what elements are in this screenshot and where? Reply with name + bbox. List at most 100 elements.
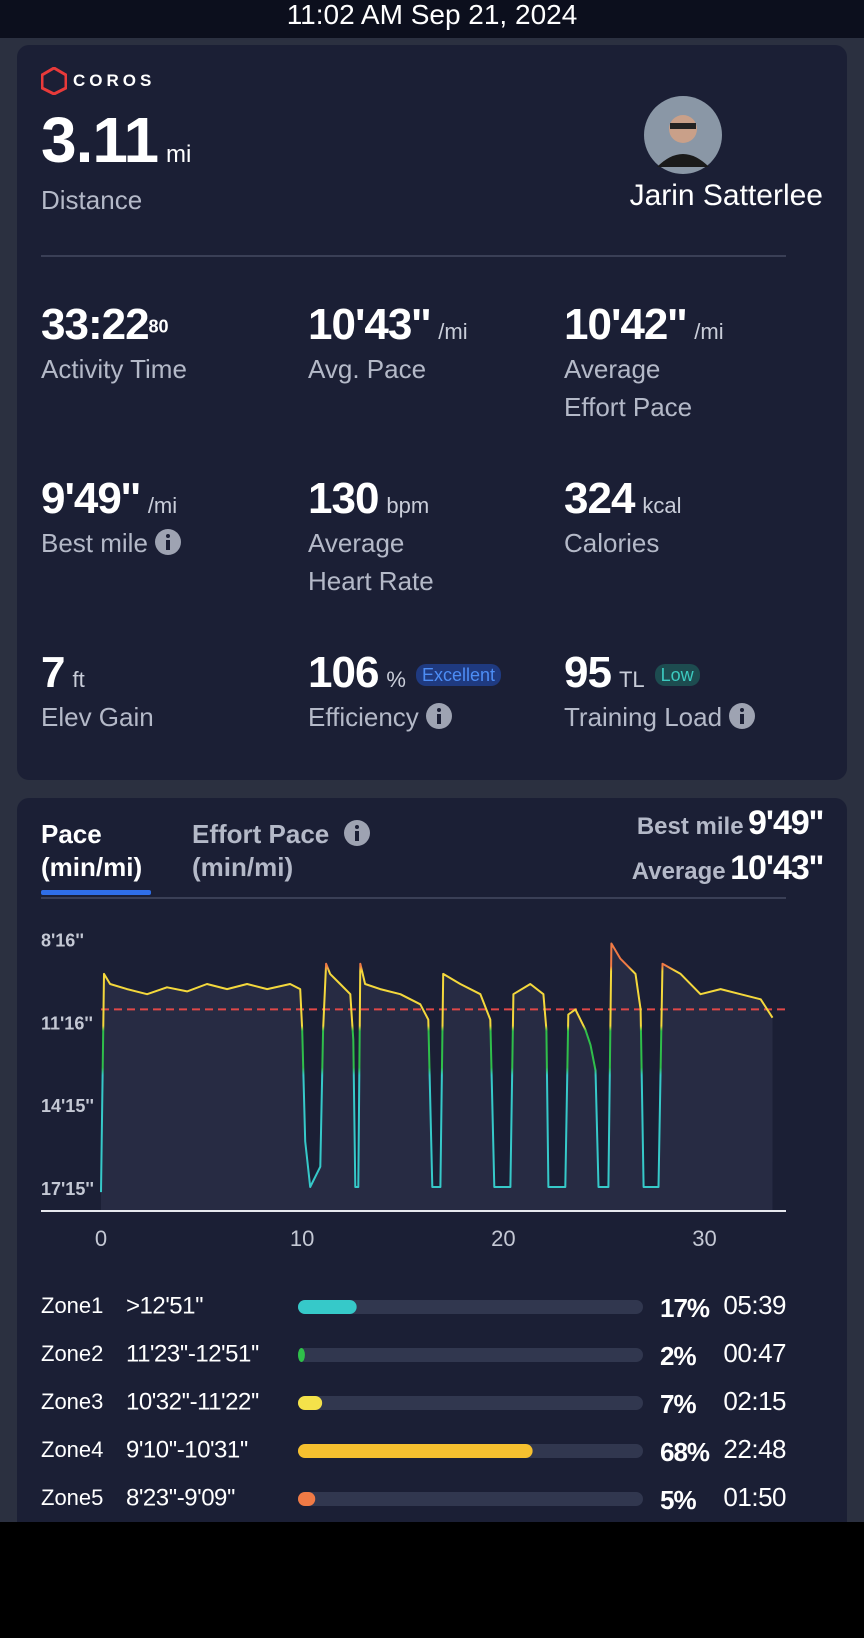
pace-line: [100, 942, 774, 1193]
zone-bar: [298, 1348, 305, 1362]
zone-name: Zone3: [41, 1389, 103, 1414]
stat-unit: bpm: [386, 493, 430, 518]
stat: 33:2280 Activity Time: [41, 300, 187, 388]
stat-unit: ft: [72, 667, 85, 692]
zone-bar: [298, 1396, 323, 1410]
stat-unit: /mi: [147, 493, 178, 518]
brand-logo: [41, 67, 67, 95]
zone-range: 10'32''-11'22'': [126, 1388, 259, 1415]
zone-name: Zone4: [41, 1437, 103, 1462]
x-tick-label: 10: [290, 1226, 314, 1251]
stat: 95 TL Low Training Load: [564, 648, 756, 736]
stat-label: Training Load: [564, 702, 723, 732]
zone-percent: 5%: [660, 1485, 696, 1515]
y-tick-label: 11'16'': [41, 1013, 93, 1033]
distance: 3.11 mi: [41, 103, 191, 177]
avg-value: 10'43'': [730, 849, 824, 887]
stat-value: 10'42'': [564, 300, 687, 349]
zone-time: 05:39: [723, 1290, 786, 1320]
avg-label: Average: [631, 858, 726, 885]
distance-unit: mi: [166, 141, 192, 168]
stat: 106% Excellent Efficiency: [308, 648, 502, 736]
avatar: [644, 96, 722, 174]
best-label: Best mile: [636, 813, 744, 840]
stat-value: 9'49'': [41, 474, 141, 523]
stat-label: Calories: [564, 528, 660, 558]
pace-summary: Best mile 9'49'' Average 10'43'': [631, 804, 824, 888]
stat-value: 7: [41, 648, 66, 697]
stat-unit: TL: [618, 667, 645, 692]
zone-track: [298, 1492, 643, 1506]
stat-value: 106: [308, 648, 379, 697]
stat-badge: Excellent: [415, 664, 502, 686]
area: [101, 943, 773, 1211]
info-icon[interactable]: [154, 528, 182, 556]
zone-name: Zone5: [41, 1485, 103, 1510]
divider: [41, 897, 786, 899]
zone-percent: 68%: [660, 1437, 710, 1467]
stat-unit: /mi: [694, 319, 724, 344]
tab-title: Effort Pace: [192, 819, 330, 849]
stat-fraction: 80: [148, 316, 169, 337]
stat-label: Elev Gain: [41, 702, 154, 732]
x-tick-label: 0: [95, 1226, 107, 1251]
x-tick-label: 20: [491, 1226, 515, 1251]
athlete-name: Jarin Satterlee: [629, 179, 823, 212]
y-tick-label: 8'16'': [41, 930, 84, 950]
tab-unit: (min/mi): [41, 852, 143, 882]
tab-unit: (min/mi): [192, 852, 294, 882]
info-icon[interactable]: [425, 702, 453, 730]
x-tick-label: 30: [692, 1226, 716, 1251]
zone-bar: [298, 1492, 316, 1506]
stat: 10'43'' /mi Avg. Pace: [308, 300, 468, 388]
tab-pace[interactable]: Pace (min/mi): [41, 818, 142, 884]
zone-range: 8'23''-9'09'': [126, 1484, 235, 1511]
tab-title: Pace: [41, 819, 102, 849]
best-value: 9'49'': [748, 804, 824, 842]
zone-time: 02:15: [723, 1386, 786, 1416]
y-tick-label: 17'15'': [41, 1179, 94, 1199]
zone-range: 9'10''-10'31'': [126, 1436, 248, 1463]
stat: 9'49''/mi Best mile: [41, 474, 182, 562]
stat-value: 324: [564, 474, 635, 523]
stat-label: Activity Time: [41, 354, 187, 384]
zone-track: [298, 1300, 643, 1314]
stat-value: 130: [308, 474, 379, 523]
info-icon[interactable]: [343, 819, 371, 847]
zone-percent: 17%: [660, 1293, 710, 1323]
stat-value: 33:22: [41, 300, 150, 349]
stat-label: Best mile: [41, 528, 148, 558]
distance-value: 3.11: [41, 104, 159, 176]
stat-label: Average Effort Pace: [564, 354, 693, 422]
zone-percent: 2%: [660, 1341, 696, 1371]
zone-bar: [298, 1444, 533, 1458]
datetime: 11:02 AM Sep 21, 2024: [286, 0, 578, 30]
summary-card: COROS 3.11 mi Distance Jarin Satterlee: [17, 45, 847, 780]
stat-unit: %: [386, 667, 406, 692]
zone-time: 22:48: [723, 1434, 786, 1464]
zone-name: Zone1: [41, 1293, 103, 1318]
stat-label: Avg. Pace: [308, 354, 427, 384]
tab-effort[interactable]: Effort Pace (min/mi): [192, 818, 371, 884]
zone-track: [298, 1396, 643, 1410]
zone-name: Zone2: [41, 1341, 103, 1366]
zone-range: >12'51'': [126, 1292, 203, 1319]
divider: [41, 255, 786, 257]
zone-range: 11'23''-12'51'': [126, 1340, 259, 1367]
tab-underline: [41, 890, 151, 895]
stat: 7 ft Elev Gain: [41, 648, 154, 736]
status-bar: 11:02 AM Sep 21, 2024: [0, 0, 864, 38]
stat-unit: /mi: [438, 319, 468, 344]
stat: 324 kcal Calories: [564, 474, 682, 562]
zone-track: [298, 1348, 643, 1362]
stat: 130 bpm Average Heart Rate: [308, 474, 468, 600]
zone-percent: 7%: [660, 1389, 696, 1419]
distance-label: Distance: [41, 185, 143, 215]
stat-label: Average Heart Rate: [308, 528, 434, 596]
footer-bar: [0, 1522, 864, 1638]
info-icon[interactable]: [728, 702, 756, 730]
stat-value: 10'43'': [308, 300, 431, 349]
stat-label: Efficiency: [308, 702, 419, 732]
